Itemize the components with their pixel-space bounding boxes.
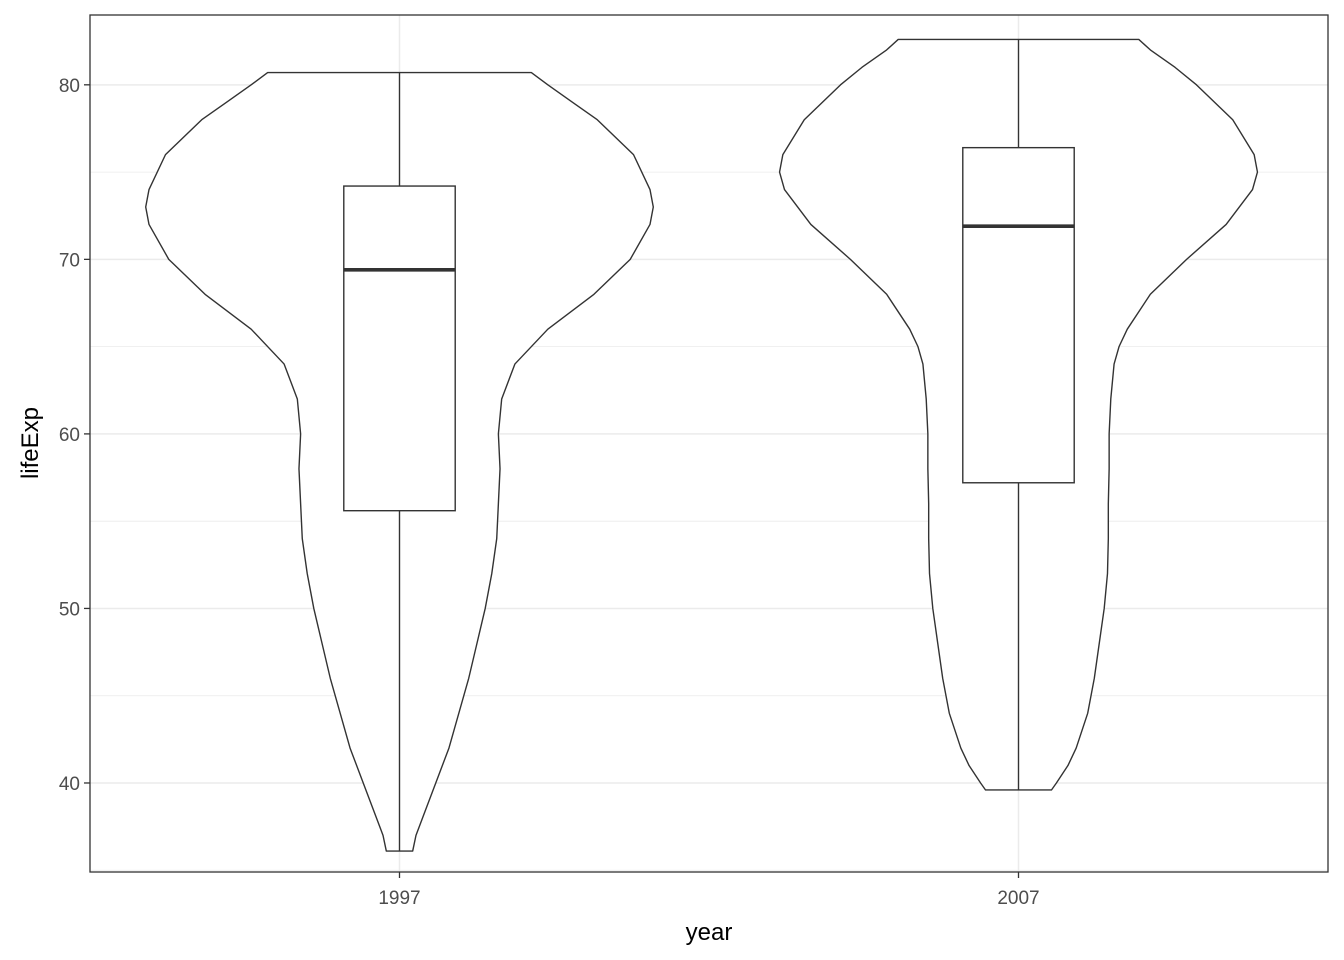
x-tick-label: 1997 xyxy=(378,888,420,909)
box-2007 xyxy=(962,146,1075,484)
y-tick-label: 50 xyxy=(59,599,80,620)
box-1997 xyxy=(343,185,456,512)
x-tick-label: 2007 xyxy=(997,888,1039,909)
y-axis: 40 50 60 70 80 xyxy=(59,76,90,795)
y-tick-label: 60 xyxy=(59,425,80,446)
x-axis-title: year xyxy=(686,919,733,946)
boxplots xyxy=(343,39,1075,852)
x-axis: 1997 2007 xyxy=(378,872,1040,909)
y-tick-label: 40 xyxy=(59,774,80,795)
y-tick-label: 80 xyxy=(59,76,80,97)
y-tick-label: 70 xyxy=(59,250,80,271)
plot-panel-border xyxy=(89,14,1329,873)
y-axis-title: lifeExp xyxy=(17,407,44,479)
